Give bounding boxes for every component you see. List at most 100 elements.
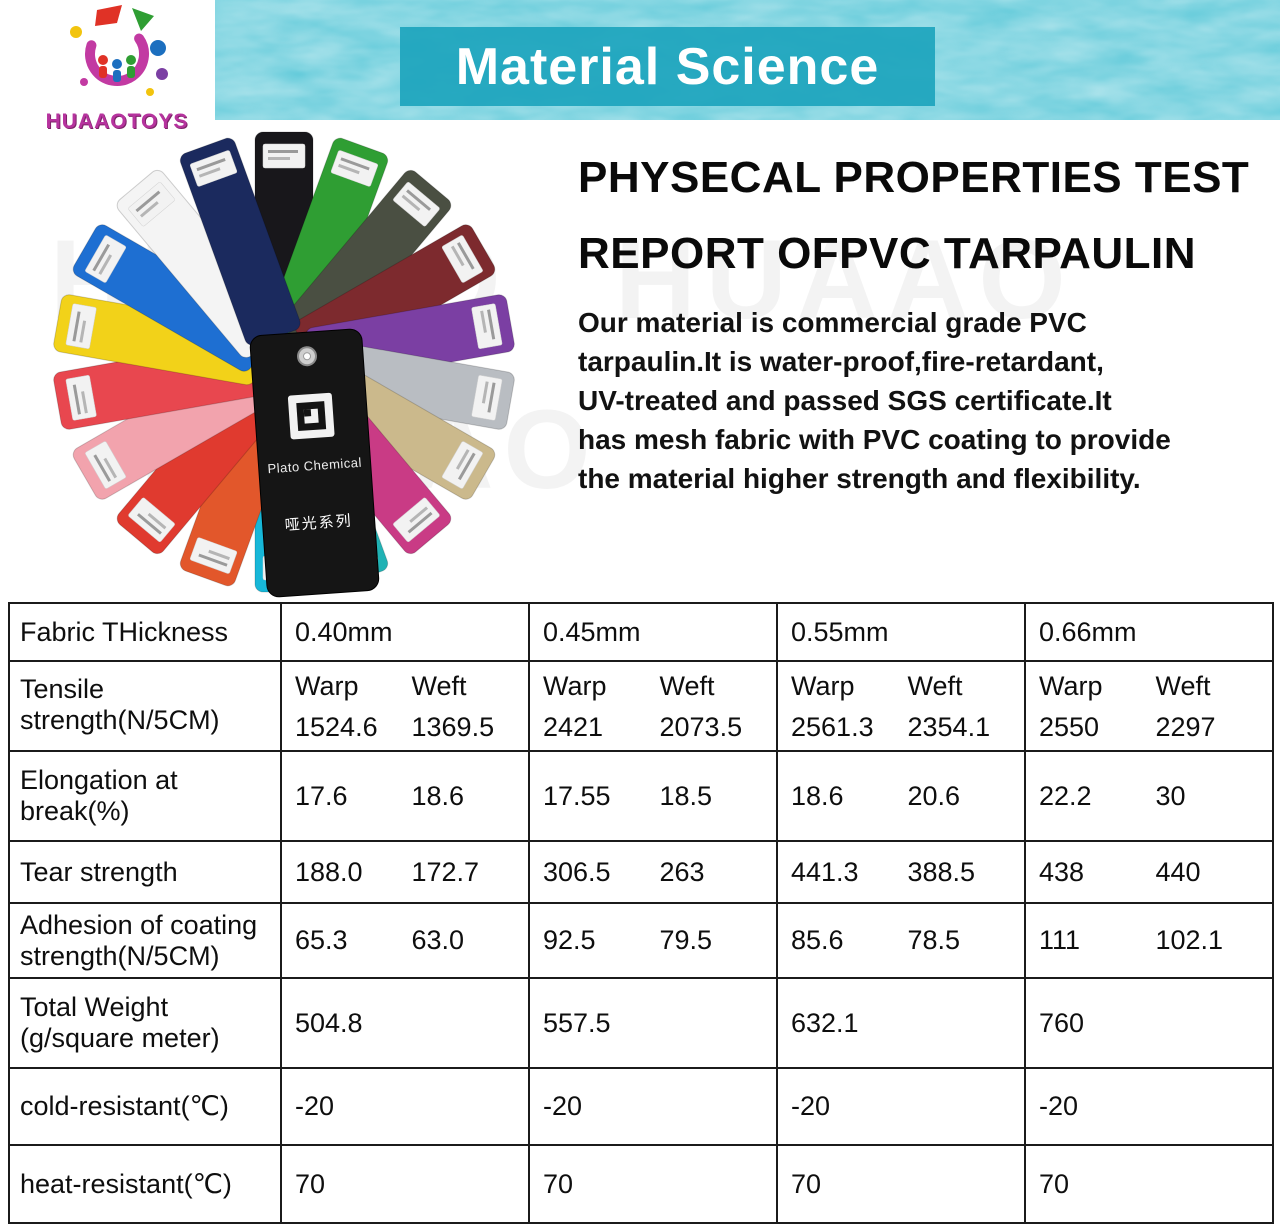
table-cell: -20 <box>1024 1067 1274 1146</box>
table-row-thickness: Fabric THickness 0.40mm 0.45mm 0.55mm 0.… <box>8 602 1274 662</box>
weft-header: Weft <box>411 671 467 701</box>
cell-value: -20 <box>791 1091 831 1121</box>
warp-value: 306.5 <box>543 856 611 887</box>
table-row-cold: cold-resistant(℃) -20 -20 -20 -20 <box>8 1067 1274 1146</box>
row-label: Fabric THickness <box>8 602 282 662</box>
report-heading-line1: PHYSECAL PROPERTIES TEST <box>578 153 1250 202</box>
table-cell: 70 <box>776 1144 1026 1224</box>
table-cell: 92.5 79.5 <box>528 902 778 979</box>
weft-value: 2073.5 <box>659 712 743 742</box>
table-cell: 632.1 <box>776 977 1026 1069</box>
table-cell: 557.5 <box>528 977 778 1069</box>
table-cell: -20 <box>280 1067 530 1146</box>
row-label: Tear strength <box>8 840 282 904</box>
header-banner: Material Science <box>215 0 1280 120</box>
table-cell: 65.3 63.0 <box>280 902 530 979</box>
warp-value: 2550 <box>1039 712 1100 742</box>
row-label: Elongation at break(%) <box>8 750 282 842</box>
row-label-text: strength(N/5CM) <box>20 705 220 735</box>
row-label: cold-resistant(℃) <box>8 1067 282 1146</box>
table-cell: 70 <box>528 1144 778 1224</box>
weft-value: 172.7 <box>411 856 480 887</box>
row-label: heat-resistant(℃) <box>8 1144 282 1224</box>
center-card-series: 哑光系列 <box>284 512 353 534</box>
table-cell: 0.66mm <box>1024 602 1274 662</box>
warp-value: 17.55 <box>543 780 611 811</box>
row-label-text: strength(N/5CM) <box>20 940 220 971</box>
report-paragraph: Our material is commercial grade PVC tar… <box>578 303 1278 498</box>
row-label-text: (g/square meter) <box>20 1023 220 1053</box>
row-label-text: break(%) <box>20 796 130 826</box>
cell-value: -20 <box>295 1091 335 1121</box>
weft-value: 440 <box>1155 856 1201 887</box>
row-label: Total Weight (g/square meter) <box>8 977 282 1069</box>
spec-table: Fabric THickness 0.40mm 0.45mm 0.55mm 0.… <box>8 602 1274 1224</box>
table-row-weight: Total Weight (g/square meter) 504.8 557.… <box>8 977 1274 1069</box>
warp-value: 441.3 <box>791 856 859 887</box>
thickness-value: 0.45mm <box>543 616 641 647</box>
table-row-elongation: Elongation at break(%) 17.6 18.6 17.55 18.… <box>8 750 1274 842</box>
warp-value: 2561.3 <box>791 712 874 742</box>
thickness-value: 0.40mm <box>295 616 393 647</box>
table-cell: 188.0 172.7 <box>280 840 530 904</box>
cell-value: 70 <box>791 1168 822 1199</box>
weft-header: Weft <box>659 671 715 701</box>
table-cell: 504.8 <box>280 977 530 1069</box>
row-label: Tensile strength(N/5CM) <box>8 660 282 752</box>
weft-value: 18.5 <box>659 780 713 811</box>
row-label-text: cold-resistant(℃) <box>20 1091 229 1121</box>
table-cell: -20 <box>528 1067 778 1146</box>
center-card-brand: Plato Chemical <box>267 455 362 477</box>
table-row-adhesion: Adhesion of coating strength(N/5CM) 65.3… <box>8 902 1274 979</box>
row-label-text: Tensile <box>20 674 105 704</box>
table-cell: 70 <box>280 1144 530 1224</box>
weft-value: 63.0 <box>411 925 465 955</box>
thickness-value: 0.55mm <box>791 616 889 647</box>
spec-table-wrap: Fabric THickness 0.40mm 0.45mm 0.55mm 0.… <box>8 602 1274 1224</box>
table-cell: 0.40mm <box>280 602 530 662</box>
warp-header: Warp <box>543 671 607 701</box>
table-cell: 0.55mm <box>776 602 1026 662</box>
table-cell: 17.55 18.5 <box>528 750 778 842</box>
cell-value: 70 <box>295 1168 326 1199</box>
table-row-heat: heat-resistant(℃) 70 70 70 70 <box>8 1144 1274 1224</box>
thickness-value: 0.66mm <box>1039 616 1137 647</box>
watermark: HUAAO <box>615 217 1076 342</box>
table-cell: 17.6 18.6 <box>280 750 530 842</box>
cell-value: -20 <box>543 1091 583 1121</box>
warp-header: Warp <box>791 671 855 701</box>
table-cell: 111 102.1 <box>1024 902 1274 979</box>
swatch-card <box>72 224 274 372</box>
table-cell: 760 <box>1024 977 1274 1069</box>
paragraph-line: Our material is commercial grade PVC <box>578 307 1087 339</box>
table-cell: 18.6 20.6 <box>776 750 1026 842</box>
warp-value: 18.6 <box>791 780 844 811</box>
weft-value: 20.6 <box>907 780 961 811</box>
weft-header: Weft <box>907 671 963 701</box>
cell-value: 70 <box>543 1168 574 1199</box>
table-cell: Warp Weft 1524.6 1369.5 <box>280 660 530 752</box>
weft-value: 2354.1 <box>907 712 991 742</box>
row-label-text: Tear strength <box>20 856 178 887</box>
table-cell: 85.6 78.5 <box>776 902 1026 979</box>
brand-logo: HUAAOTOYS <box>36 4 198 146</box>
cell-value: 504.8 <box>295 1007 363 1038</box>
warp-value: 111 <box>1039 925 1081 955</box>
weft-header: Weft <box>1155 671 1211 701</box>
table-cell: 0.45mm <box>528 602 778 662</box>
report-intro: PHYSECAL PROPERTIES TEST REPORT OFPVC TA… <box>578 153 1278 498</box>
warp-header: Warp <box>1039 671 1103 701</box>
warp-value: 17.6 <box>295 780 348 811</box>
warp-value: 188.0 <box>295 856 363 887</box>
page-title: Material Science <box>400 27 935 106</box>
fan-center-card: Plato Chemical 哑光系列 <box>249 328 380 598</box>
warp-value: 1524.6 <box>295 712 378 742</box>
cell-value: 557.5 <box>543 1007 611 1038</box>
warp-value: 85.6 <box>791 925 844 955</box>
weft-value: 388.5 <box>907 856 976 887</box>
table-row-tear: Tear strength 188.0 172.7 306.5 263 441.3 3… <box>8 840 1274 904</box>
table-cell: Warp Weft 2550 2297 <box>1024 660 1274 752</box>
warp-value: 2421 <box>543 712 604 742</box>
row-label-text: Adhesion of coating <box>20 909 258 940</box>
weft-value: 18.6 <box>411 780 465 811</box>
